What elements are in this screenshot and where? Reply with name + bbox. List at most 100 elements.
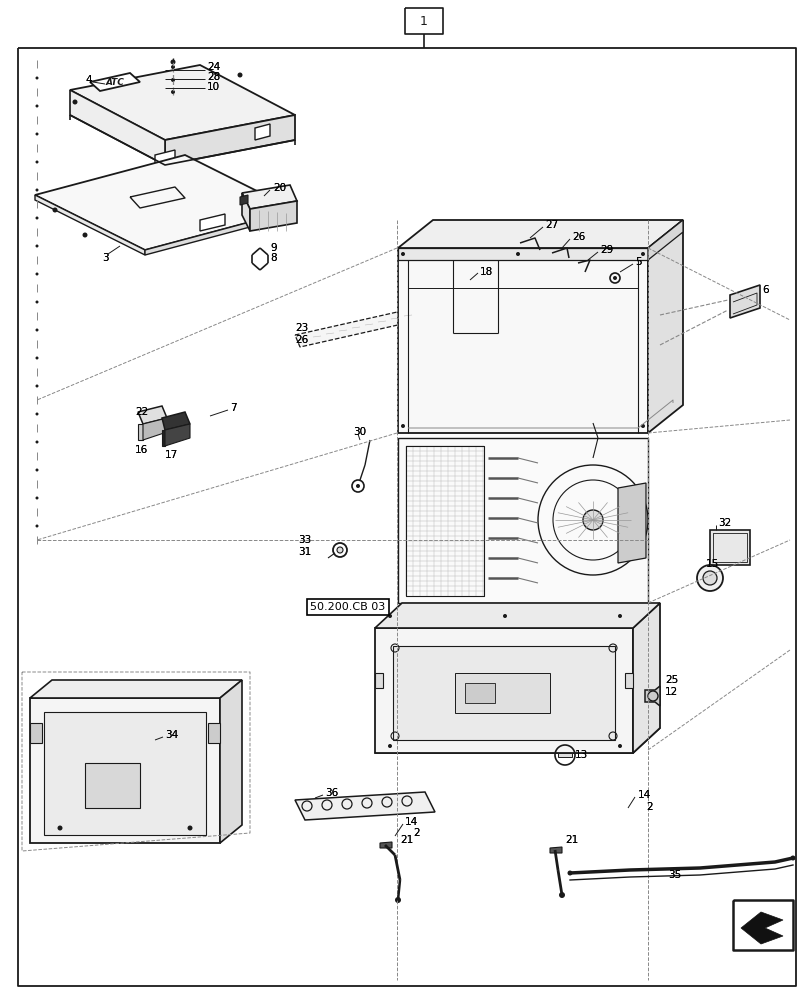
Polygon shape xyxy=(162,430,165,446)
Text: 25: 25 xyxy=(664,675,677,685)
Text: 34: 34 xyxy=(165,730,178,740)
Circle shape xyxy=(640,424,644,428)
Text: 8: 8 xyxy=(270,253,277,263)
Polygon shape xyxy=(647,220,682,260)
Text: 9: 9 xyxy=(270,243,277,253)
Polygon shape xyxy=(557,753,571,757)
Text: 22: 22 xyxy=(135,407,148,417)
Circle shape xyxy=(36,244,38,247)
Text: 29: 29 xyxy=(599,245,612,255)
Text: 8: 8 xyxy=(270,253,277,263)
Text: 15: 15 xyxy=(705,559,719,569)
Text: 16: 16 xyxy=(135,445,148,455)
Circle shape xyxy=(53,208,58,213)
Polygon shape xyxy=(375,728,659,753)
Text: 22: 22 xyxy=(135,407,148,417)
Polygon shape xyxy=(143,418,167,440)
Circle shape xyxy=(72,100,77,105)
Text: 26: 26 xyxy=(294,335,308,345)
Polygon shape xyxy=(397,248,647,260)
Text: 4: 4 xyxy=(85,75,92,85)
Polygon shape xyxy=(30,698,220,843)
Text: 36: 36 xyxy=(324,788,338,798)
Circle shape xyxy=(36,357,38,360)
Text: 21: 21 xyxy=(564,835,577,845)
Polygon shape xyxy=(85,763,139,808)
Circle shape xyxy=(790,855,795,860)
Text: 16: 16 xyxy=(135,445,148,455)
Circle shape xyxy=(36,524,38,528)
Polygon shape xyxy=(624,673,633,688)
Text: 24: 24 xyxy=(207,62,220,72)
Polygon shape xyxy=(145,210,294,255)
Circle shape xyxy=(36,189,38,192)
Text: 24: 24 xyxy=(207,62,220,72)
Circle shape xyxy=(170,60,175,65)
Polygon shape xyxy=(294,792,435,820)
Circle shape xyxy=(702,571,716,585)
Polygon shape xyxy=(617,483,646,563)
Circle shape xyxy=(36,217,38,220)
Polygon shape xyxy=(250,201,297,231)
Circle shape xyxy=(394,897,401,903)
Polygon shape xyxy=(44,712,206,835)
Circle shape xyxy=(558,892,564,898)
Polygon shape xyxy=(393,646,614,740)
Circle shape xyxy=(36,133,38,136)
Circle shape xyxy=(502,614,506,618)
Circle shape xyxy=(36,300,38,304)
Polygon shape xyxy=(165,115,294,165)
Text: 35: 35 xyxy=(667,870,680,880)
Polygon shape xyxy=(70,90,165,165)
Text: 4: 4 xyxy=(85,75,92,85)
Circle shape xyxy=(388,744,392,748)
Text: 6: 6 xyxy=(761,285,768,295)
Text: 28: 28 xyxy=(207,72,220,82)
Text: 6: 6 xyxy=(761,285,768,295)
Text: 21: 21 xyxy=(564,835,577,845)
Text: 27: 27 xyxy=(544,220,558,230)
Polygon shape xyxy=(647,220,682,433)
Text: 18: 18 xyxy=(479,267,492,277)
Circle shape xyxy=(612,276,616,280)
Text: 9: 9 xyxy=(270,243,277,253)
Polygon shape xyxy=(208,723,220,743)
Text: 14: 14 xyxy=(637,790,650,800)
Polygon shape xyxy=(740,912,782,944)
Text: 10: 10 xyxy=(207,82,220,92)
Text: 28: 28 xyxy=(207,72,220,82)
Text: 29: 29 xyxy=(599,245,612,255)
Text: 14: 14 xyxy=(405,817,418,827)
Text: 13: 13 xyxy=(574,750,587,760)
Text: 26: 26 xyxy=(294,335,308,345)
Polygon shape xyxy=(380,842,392,848)
Polygon shape xyxy=(454,673,549,713)
Polygon shape xyxy=(162,412,190,430)
Text: 17: 17 xyxy=(165,450,178,460)
Circle shape xyxy=(36,77,38,80)
Polygon shape xyxy=(138,424,143,440)
Text: ATC: ATC xyxy=(105,78,124,87)
Text: 31: 31 xyxy=(298,547,311,557)
Polygon shape xyxy=(155,150,175,170)
Text: 2: 2 xyxy=(413,828,419,838)
Circle shape xyxy=(567,870,572,876)
Text: 20: 20 xyxy=(272,183,285,193)
Circle shape xyxy=(36,468,38,472)
Polygon shape xyxy=(729,285,759,318)
Circle shape xyxy=(36,412,38,416)
Text: 2: 2 xyxy=(646,802,652,812)
Circle shape xyxy=(36,105,38,108)
Polygon shape xyxy=(375,628,633,753)
Circle shape xyxy=(36,384,38,387)
Polygon shape xyxy=(220,680,242,843)
Circle shape xyxy=(36,328,38,332)
Circle shape xyxy=(36,161,38,164)
Text: 26: 26 xyxy=(571,232,585,242)
Text: 35: 35 xyxy=(667,870,680,880)
Circle shape xyxy=(187,825,192,830)
Text: 25: 25 xyxy=(664,675,677,685)
Circle shape xyxy=(617,744,621,748)
Polygon shape xyxy=(397,248,647,433)
Text: 33: 33 xyxy=(298,535,311,545)
